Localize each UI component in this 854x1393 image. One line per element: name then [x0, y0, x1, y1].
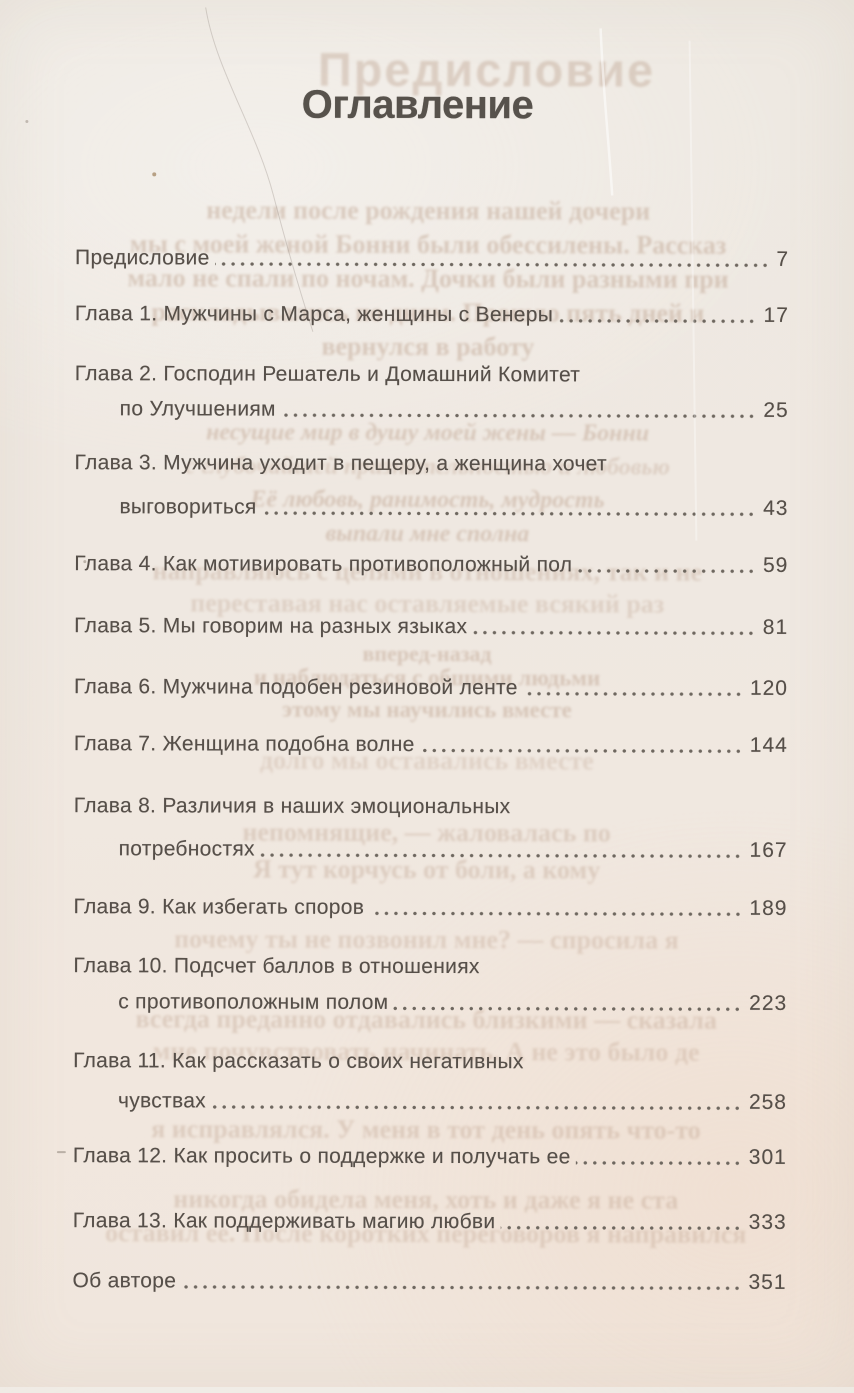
- dot-leader: [280, 412, 757, 419]
- toc-entry-text: Глава 8. Различия в наших эмоциональных: [73, 794, 511, 819]
- toc-entry-text: чувствах: [117, 1089, 207, 1113]
- page-number: 258: [748, 1090, 788, 1114]
- dot-leader: [472, 630, 756, 636]
- dot-leader: [500, 1225, 742, 1231]
- toc-entry-text: Предисловие: [75, 246, 210, 270]
- toc-entry-text: Глава 5. Мы говорим на разных языках: [74, 614, 468, 639]
- toc-entry-text: Глава 12. Как просить о поддержке и полу…: [72, 1144, 571, 1169]
- toc-entry-text: с противоположным полом: [118, 990, 389, 1014]
- toc-entry-text: потребностях: [118, 837, 255, 861]
- page-number: 189: [749, 896, 788, 920]
- toc-entry-text: Глава 4. Как мотивировать противоположны…: [74, 552, 573, 577]
- toc-entry-text: Глава 11. Как рассказать о своих негатив…: [73, 1049, 524, 1074]
- toc-entry-text: Глава 7. Женщина подобна волне: [73, 732, 415, 756]
- toc-row: выговориться 43: [74, 494, 788, 522]
- page-number: 7: [776, 247, 790, 271]
- toc-entry-text: Глава 6. Мужчина подобен резиновой ленте: [73, 675, 518, 700]
- dot-leader: [558, 318, 757, 324]
- page-number: 17: [763, 303, 789, 327]
- page-number: 167: [749, 838, 788, 862]
- page-number: 25: [763, 398, 789, 422]
- toc-row: потребностях 167: [74, 836, 788, 864]
- toc-row: чувствах 258: [73, 1088, 787, 1116]
- dot-leader: [369, 910, 743, 917]
- toc-row: Глава 11. Как рассказать о своих негатив…: [73, 1048, 787, 1076]
- toc-entry-text: Глава 9. Как избегать споров: [73, 895, 365, 919]
- toc-row: Глава 6. Мужчина подобен резиновой ленте…: [74, 674, 788, 702]
- dot-leader: [393, 1005, 743, 1012]
- toc-row: Глава 5. Мы говорим на разных языках 81: [74, 613, 788, 641]
- toc-row: Глава 7. Женщина подобна волне 144: [74, 731, 788, 759]
- dot-leader: [214, 261, 770, 268]
- toc-entry-text: Глава 10. Подсчет баллов в отношениях: [73, 954, 480, 979]
- page-number: 59: [762, 553, 789, 577]
- page-number: 144: [749, 733, 788, 757]
- toc-entry-text: Глава 1. Мужчины с Марса, женщины с Вене…: [74, 302, 554, 327]
- dot-leader: [577, 568, 756, 574]
- page-number: 351: [748, 1270, 787, 1294]
- toc-row: Глава 10. Подсчет баллов в отношениях: [73, 953, 787, 981]
- page-number: 301: [748, 1145, 787, 1169]
- toc-row: Об авторе 351: [73, 1268, 787, 1296]
- toc-entry-text: по Улучшениям: [119, 397, 276, 421]
- toc-row: Глава 9. Как избегать споров 189: [73, 894, 787, 922]
- toc-row: Глава 4. Как мотивировать противоположны…: [74, 551, 788, 579]
- toc-entry-text: выговориться: [119, 495, 257, 519]
- toc-row: по Улучшениям 25: [75, 396, 789, 424]
- paper-mark: [56, 1151, 66, 1154]
- toc-entry-text: Глава 13. Как поддерживать магию любви: [72, 1209, 496, 1234]
- dot-leader: [522, 691, 743, 697]
- toc-row: Глава 1. Мужчины с Марса, женщины с Вене…: [75, 301, 789, 329]
- page-number: 333: [748, 1210, 787, 1234]
- toc-row: Глава 13. Как поддерживать магию любви 33…: [73, 1208, 787, 1236]
- dot-leader: [261, 510, 757, 517]
- dot-leader: [419, 747, 743, 754]
- toc-row: Предисловие 7: [75, 245, 789, 273]
- dot-leader: [210, 1104, 742, 1111]
- toc-row: с противоположным полом 223: [73, 989, 787, 1017]
- toc-entry-text: Об авторе: [72, 1269, 177, 1293]
- page-number: 223: [749, 991, 788, 1015]
- toc-row: Глава 2. Господин Решатель и Домашний Ко…: [75, 361, 789, 389]
- page-number: 43: [763, 496, 789, 520]
- toc-row: Глава 8. Различия в наших эмоциональных: [74, 793, 788, 821]
- toc-list: Предисловие 7 Глава 1. Мужчины с Марса, же…: [72, 0, 790, 1388]
- toc-entry-text: Глава 3. Мужчина уходит в пещеру, а женщ…: [74, 451, 607, 476]
- toc-row: Глава 12. Как просить о поддержке и полу…: [73, 1143, 787, 1171]
- dot-leader: [575, 1160, 742, 1166]
- toc-row: Глава 3. Мужчина уходит в пещеру, а женщ…: [75, 450, 789, 478]
- page-number: 120: [749, 676, 789, 700]
- dot-leader: [181, 1284, 742, 1291]
- dot-leader: [259, 852, 743, 859]
- page-number: 81: [762, 615, 789, 639]
- toc-entry-text: Глава 2. Господин Решатель и Домашний Ко…: [74, 362, 581, 387]
